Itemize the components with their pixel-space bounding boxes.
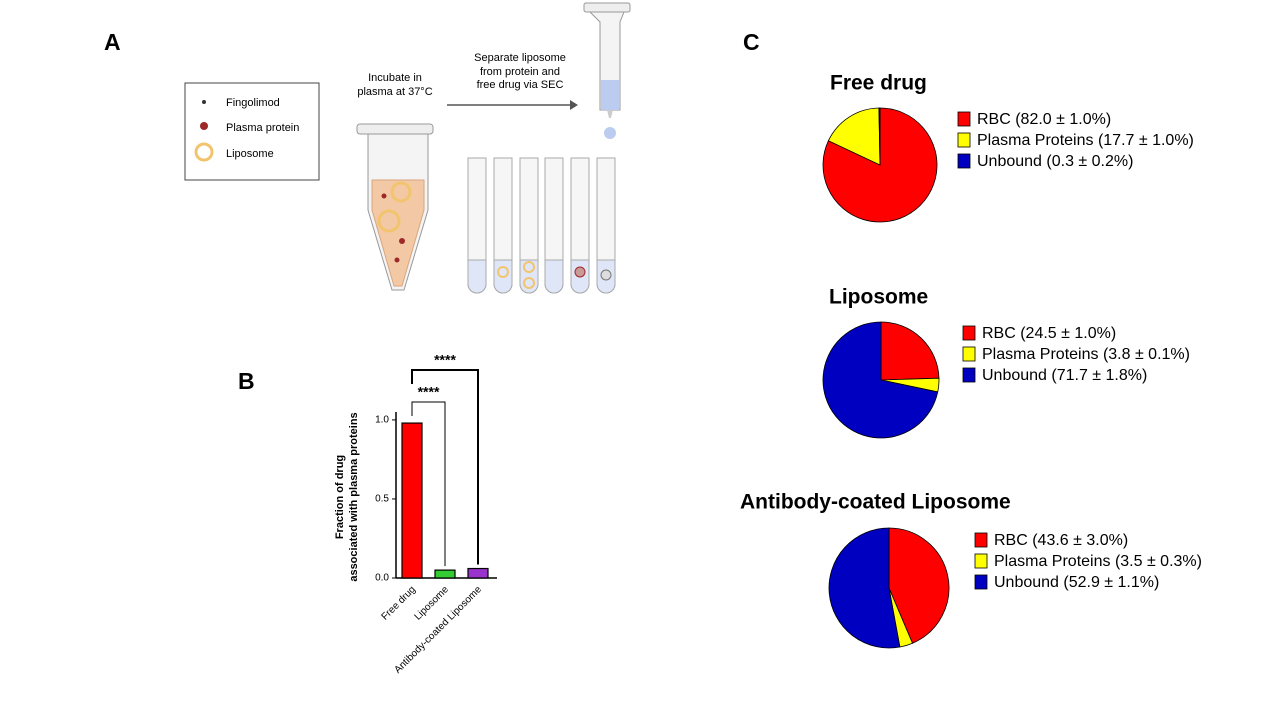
pie-slice xyxy=(822,321,939,439)
step-text: Separate liposome xyxy=(474,52,566,64)
legend-swatch xyxy=(974,574,988,590)
icon xyxy=(200,122,208,130)
legend-swatch xyxy=(962,325,976,341)
significance-bracket xyxy=(411,369,479,565)
tube xyxy=(356,123,434,291)
legend-swatch xyxy=(974,532,988,548)
step-text: Incubate in xyxy=(368,72,422,84)
arrow-head xyxy=(570,100,578,110)
pie-slice xyxy=(828,527,901,649)
column xyxy=(583,2,631,139)
legend-swatch xyxy=(957,111,971,127)
legend-label: RBC (43.6 ± 3.0%) xyxy=(994,532,1128,549)
pie-slice xyxy=(822,107,938,223)
bar xyxy=(434,569,456,579)
panel-label: A xyxy=(104,29,121,55)
pie-slice xyxy=(878,107,881,166)
legend-label: Unbound (0.3 ± 0.2%) xyxy=(977,153,1133,170)
legend-swatch xyxy=(974,553,988,569)
y-axis-label: Fraction of drug xyxy=(334,455,346,539)
panel-label: C xyxy=(743,29,760,55)
pie-title: Free drug xyxy=(830,72,927,95)
significance-label: **** xyxy=(418,384,440,400)
significance-label: **** xyxy=(434,352,456,368)
icon xyxy=(194,142,214,162)
legend-label: Unbound (52.9 ± 1.1%) xyxy=(994,574,1159,591)
x-tick-label: Free drug xyxy=(380,584,418,622)
legend-box xyxy=(184,82,320,181)
legend-text: Fingolimod xyxy=(226,97,280,109)
panel-label: B xyxy=(238,368,255,394)
step-text: from protein and xyxy=(480,66,560,78)
y-axis-label: associated with plasma proteins xyxy=(348,412,360,581)
pie-slice xyxy=(888,527,950,644)
legend-label: Unbound (71.7 ± 1.8%) xyxy=(982,367,1147,384)
legend-label: Plasma Proteins (3.8 ± 0.1%) xyxy=(982,346,1190,363)
pie-slice xyxy=(827,107,881,166)
legend-swatch xyxy=(962,367,976,383)
legend-swatch xyxy=(957,153,971,169)
legend-label: RBC (82.0 ± 1.0%) xyxy=(977,111,1111,128)
pie-title: Liposome xyxy=(829,286,928,309)
bar xyxy=(467,567,489,579)
step-text: free drug via SEC xyxy=(477,79,564,91)
test-tubes xyxy=(467,157,616,294)
y-tick-label: 0.0 xyxy=(375,573,389,584)
legend-text: Liposome xyxy=(226,148,274,160)
legend-text: Plasma protein xyxy=(226,122,299,134)
legend-swatch xyxy=(957,132,971,148)
bar xyxy=(401,422,423,579)
y-tick-label: 0.5 xyxy=(375,494,389,505)
pie-slice xyxy=(880,321,940,381)
legend-swatch xyxy=(962,346,976,362)
pie-title: Antibody-coated Liposome xyxy=(740,491,1011,514)
legend-label: RBC (24.5 ± 1.0%) xyxy=(982,325,1116,342)
legend-label: Plasma Proteins (17.7 ± 1.0%) xyxy=(977,132,1194,149)
significance-bracket xyxy=(411,401,446,567)
step-text: plasma at 37°C xyxy=(357,86,432,98)
y-tick-label: 1.0 xyxy=(375,415,389,426)
legend-label: Plasma Proteins (3.5 ± 0.3%) xyxy=(994,553,1202,570)
icon xyxy=(202,100,206,104)
